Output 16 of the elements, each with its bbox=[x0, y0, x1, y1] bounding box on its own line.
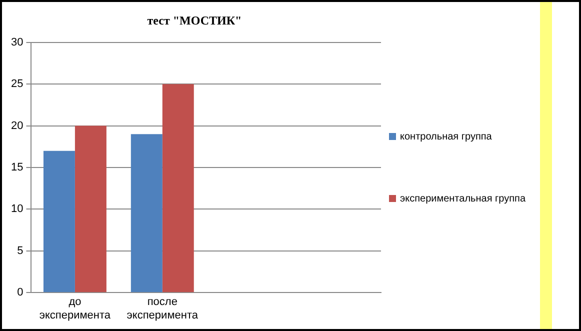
y-tick-label: 5 bbox=[17, 244, 24, 257]
y-tick-label: 10 bbox=[10, 203, 24, 216]
legend-label: контрольная группа bbox=[400, 131, 492, 142]
bar bbox=[130, 134, 162, 292]
bar bbox=[162, 84, 194, 292]
bar bbox=[74, 126, 106, 292]
x-tick-label: до эксперимента bbox=[39, 296, 112, 322]
y-tick-label: 30 bbox=[10, 36, 24, 48]
y-tick-label: 20 bbox=[10, 120, 24, 132]
chart-title: тест "МОСТИК" bbox=[147, 13, 242, 28]
x-tick-label: после эксперимента bbox=[126, 296, 199, 322]
y-tick-label: 25 bbox=[10, 78, 24, 90]
legend-label: экспериментальная группа bbox=[400, 193, 526, 204]
y-tick-label: 0 bbox=[17, 286, 24, 299]
y-tick-label: 15 bbox=[10, 162, 24, 174]
bar bbox=[43, 150, 75, 292]
